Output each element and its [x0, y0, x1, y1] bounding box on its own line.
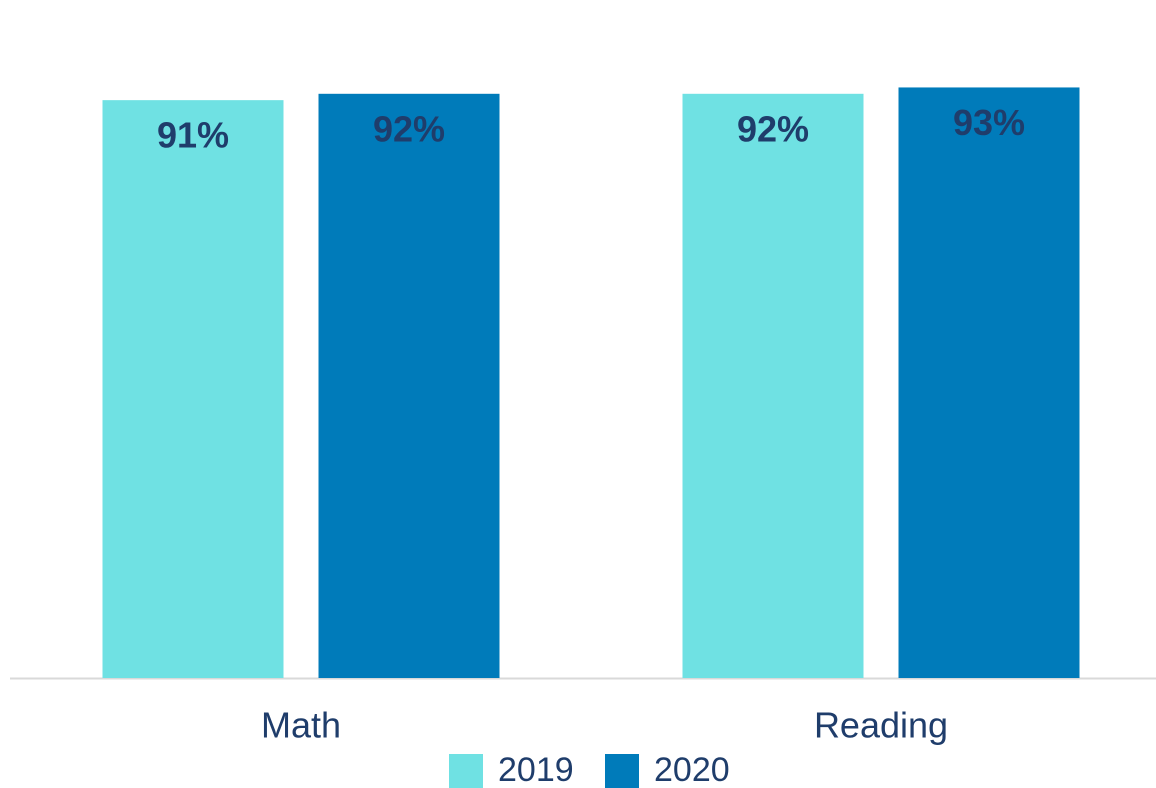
value-label: 93%	[953, 102, 1025, 143]
legend-swatch	[605, 754, 639, 788]
legend-label: 2019	[498, 751, 574, 788]
bar	[682, 93, 864, 679]
legend-label: 2020	[654, 751, 730, 788]
x-tick-label: Math	[261, 705, 341, 746]
legend-swatch	[449, 754, 483, 788]
bar	[898, 87, 1080, 678]
bar	[102, 100, 284, 678]
value-label: 91%	[157, 115, 229, 156]
value-label: 92%	[737, 108, 809, 149]
bar	[318, 93, 500, 679]
value-label: 92%	[373, 108, 445, 149]
x-tick-label: Reading	[814, 705, 948, 746]
